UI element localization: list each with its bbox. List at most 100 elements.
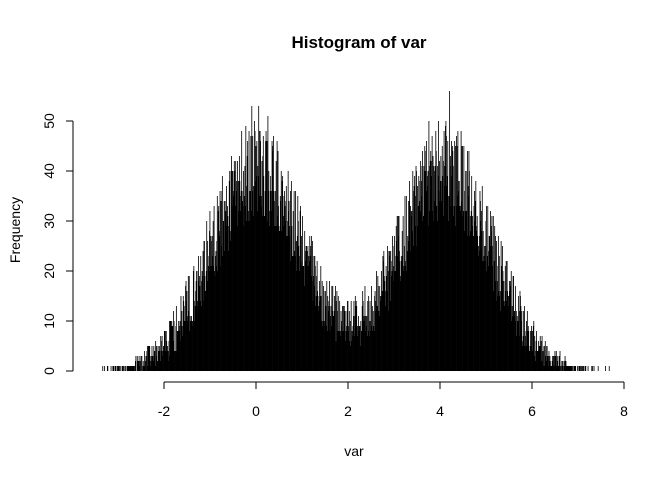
histogram-bar (450, 156, 451, 371)
histogram-bar (549, 361, 550, 371)
chart-title: Histogram of var (291, 33, 426, 52)
histogram-bar (196, 301, 198, 371)
histogram-bar (112, 366, 114, 371)
histogram-bar (525, 336, 526, 371)
histogram-bar (116, 366, 118, 371)
histogram-bar (393, 281, 394, 371)
histogram-bar (169, 356, 171, 371)
histogram-bar (299, 256, 301, 371)
histogram-bar (282, 176, 284, 371)
histogram-bar (330, 326, 332, 371)
histogram-bar (404, 246, 405, 371)
histogram-bar (176, 351, 178, 371)
histogram-bar (386, 291, 388, 371)
histogram-bar (168, 341, 170, 371)
histogram-bar (429, 161, 431, 371)
histogram-bar (417, 186, 418, 371)
histogram-bar (466, 236, 468, 371)
histogram-bar (482, 261, 484, 371)
histogram-bar (292, 211, 294, 371)
histogram-bar (281, 181, 283, 371)
histogram-bar (509, 281, 511, 371)
histogram-bar (397, 256, 399, 371)
histogram-bar (274, 226, 276, 371)
histogram-bar (202, 276, 203, 371)
histogram-bar (486, 256, 488, 371)
histogram-bar (152, 361, 154, 371)
histogram-bar (233, 196, 235, 371)
histogram-bar (326, 281, 328, 371)
histogram-bar (368, 296, 370, 371)
histogram-bar (605, 366, 606, 371)
histogram-bar (382, 291, 383, 371)
histogram-bar (454, 141, 456, 371)
histogram-bar (106, 366, 108, 371)
histogram-bar (317, 291, 318, 371)
histogram-bar (171, 326, 173, 371)
histogram-bar (231, 206, 233, 371)
histogram-bar (122, 366, 124, 371)
histogram-bar (207, 256, 209, 371)
histogram-bar (307, 266, 308, 371)
histogram-bar (402, 216, 404, 371)
histogram-bar (499, 296, 501, 371)
histogram-bar (349, 341, 351, 371)
histogram-bar (426, 141, 428, 371)
histogram-bar (175, 306, 177, 371)
histogram-bar (418, 181, 420, 371)
histogram-bar (292, 256, 294, 371)
histogram-bar (526, 311, 528, 371)
histogram-bar (282, 216, 284, 371)
histogram-bar (118, 366, 119, 371)
histogram-bar (261, 161, 263, 371)
histogram-bar (416, 246, 418, 371)
histogram-bar (208, 271, 210, 371)
histogram-bar (214, 271, 215, 371)
histogram-bar (161, 341, 163, 371)
histogram-bar (390, 261, 392, 371)
histogram-bar (495, 301, 497, 371)
histogram-bar (468, 171, 470, 371)
histogram-bar (565, 361, 567, 371)
histogram-bar (117, 366, 119, 371)
histogram-bar (527, 331, 529, 371)
histogram-bar (484, 246, 485, 371)
histogram-bar (507, 291, 508, 371)
histogram-bar (350, 346, 352, 371)
histogram-bar (194, 321, 196, 371)
histogram-bar (255, 181, 256, 371)
histogram-bar (365, 326, 367, 371)
histogram-bar (510, 271, 512, 371)
histogram-bar (297, 196, 299, 371)
histogram-bar (304, 251, 306, 371)
histogram-bar (212, 256, 214, 371)
histogram-bar (347, 301, 348, 371)
histogram-bar (167, 351, 169, 371)
histogram-bar (295, 241, 297, 371)
histogram-bar (406, 271, 408, 371)
histogram-bar (132, 366, 134, 371)
y-tick-label: 20 (41, 263, 57, 279)
histogram-bar (240, 191, 242, 371)
histogram-bar (278, 206, 279, 371)
histogram-bar (447, 141, 449, 371)
histogram-bar (242, 206, 244, 371)
histogram-bar (215, 266, 217, 371)
histogram-bar (342, 306, 344, 371)
histogram-bar (522, 336, 524, 371)
histogram-bar (288, 211, 290, 371)
histogram-bar (518, 296, 520, 371)
histogram-bar (331, 286, 333, 371)
histogram-bar (377, 276, 379, 371)
histogram-bar (165, 331, 167, 371)
histogram-bar (480, 201, 481, 371)
histogram-bar (512, 276, 514, 371)
histogram-bar (248, 131, 250, 371)
histogram-bar (385, 306, 387, 371)
histogram-bar (296, 241, 297, 371)
histogram-bar (458, 181, 460, 371)
histogram-bar (445, 126, 446, 371)
histogram-bar (336, 331, 338, 371)
histogram-bar (187, 276, 189, 371)
histogram-bar (427, 171, 429, 371)
